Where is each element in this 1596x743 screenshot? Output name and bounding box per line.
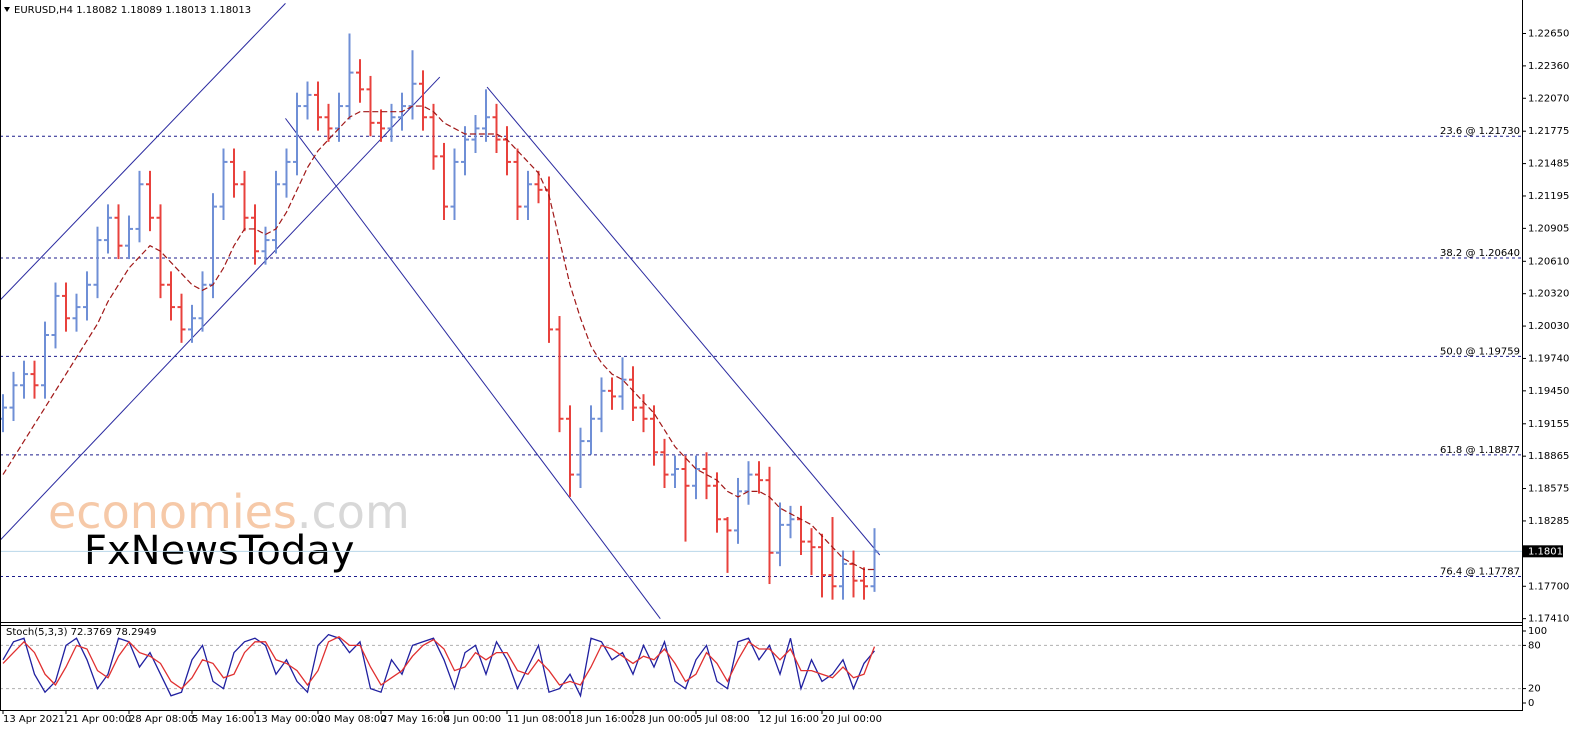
y-tick-label: 1.20030 xyxy=(1528,321,1569,332)
y-tick-label: 80 xyxy=(1528,640,1541,651)
y-tick-label: 0 xyxy=(1528,698,1534,709)
y-tick-label: 1.17700 xyxy=(1528,581,1569,592)
level-label: 38.2 @ 1.20640 xyxy=(1440,248,1520,259)
menu-arrow[interactable] xyxy=(4,7,10,12)
x-tick-label: 20 Jul 00:00 xyxy=(822,714,882,725)
level-label: 50.0 @ 1.19759 xyxy=(1440,346,1520,357)
y-tick-label: 1.19155 xyxy=(1528,419,1569,430)
stoch-title: Stoch(5,3,3) 72.3769 78.2949 xyxy=(6,627,157,638)
x-tick-label: 21 Apr 00:00 xyxy=(66,714,131,725)
x-tick-label: 11 Jun 08:00 xyxy=(507,714,571,725)
y-tick-label: 1.20320 xyxy=(1528,289,1569,300)
trendline xyxy=(486,86,881,556)
y-tick-label: 1.21485 xyxy=(1528,159,1569,170)
y-tick-label: 100 xyxy=(1528,626,1547,637)
y-tick-label: 1.21195 xyxy=(1528,191,1569,202)
trendline xyxy=(0,3,286,301)
x-tick-label: 27 May 16:00 xyxy=(381,714,450,725)
watermark-word: economies xyxy=(48,485,297,539)
watermark-text: economies.com xyxy=(48,485,410,539)
level-label: 76.4 @ 1.17787 xyxy=(1440,567,1520,578)
stoch-line xyxy=(2,635,876,690)
stoch-panel xyxy=(0,633,1522,698)
x-tick-label: 12 Jul 16:00 xyxy=(759,714,819,725)
y-tick-label: 1.19450 xyxy=(1528,386,1569,397)
x-tick-label: 28 Apr 08:00 xyxy=(129,714,194,725)
y-tick-label: 1.21775 xyxy=(1528,126,1569,137)
level-label: 61.8 @ 1.18877 xyxy=(1440,445,1520,456)
x-tick-label: 20 May 08:00 xyxy=(318,714,387,725)
watermark-word: .com xyxy=(297,485,410,539)
moving-average xyxy=(2,105,875,571)
x-tick-label: 5 Jul 08:00 xyxy=(696,714,750,725)
y-tick-label: 1.22070 xyxy=(1528,93,1569,104)
chart-title: EURUSD,H4 1.18082 1.18089 1.18013 1.1801… xyxy=(14,5,251,16)
level-label: 23.6 @ 1.21730 xyxy=(1440,126,1520,137)
y-tick-label: 20 xyxy=(1528,684,1541,695)
x-tick-label: 28 Jun 00:00 xyxy=(633,714,697,725)
y-tick-label: 1.22360 xyxy=(1528,61,1569,72)
y-tick-label: 1.20610 xyxy=(1528,256,1569,267)
y-tick-label: 1.18865 xyxy=(1528,451,1569,462)
y-tick-label: 1.18285 xyxy=(1528,516,1569,527)
y-tick-label: 1.20905 xyxy=(1528,223,1569,234)
x-tick-label: 5 May 16:00 xyxy=(192,714,254,725)
y-tick-label: 1.19740 xyxy=(1528,353,1569,364)
y-tick-label: 1.17410 xyxy=(1528,614,1569,625)
current-price-box xyxy=(1523,545,1563,558)
current-price-label: 1.18013 xyxy=(1528,546,1569,557)
y-tick-label: 1.18575 xyxy=(1528,484,1569,495)
trendline xyxy=(0,76,441,541)
trendline xyxy=(285,118,661,619)
x-tick-label: 13 Apr 2021 xyxy=(3,714,65,725)
x-tick-label: 13 May 00:00 xyxy=(255,714,324,725)
x-tick-label: 18 Jun 16:00 xyxy=(570,714,634,725)
y-tick-label: 1.22650 xyxy=(1528,29,1569,40)
price-panel: 23.6 @ 1.21730 38.2 @ 1.20640 50.0 @ 1.197… xyxy=(0,3,1522,619)
x-tick-label: 4 Jun 00:00 xyxy=(444,714,501,725)
